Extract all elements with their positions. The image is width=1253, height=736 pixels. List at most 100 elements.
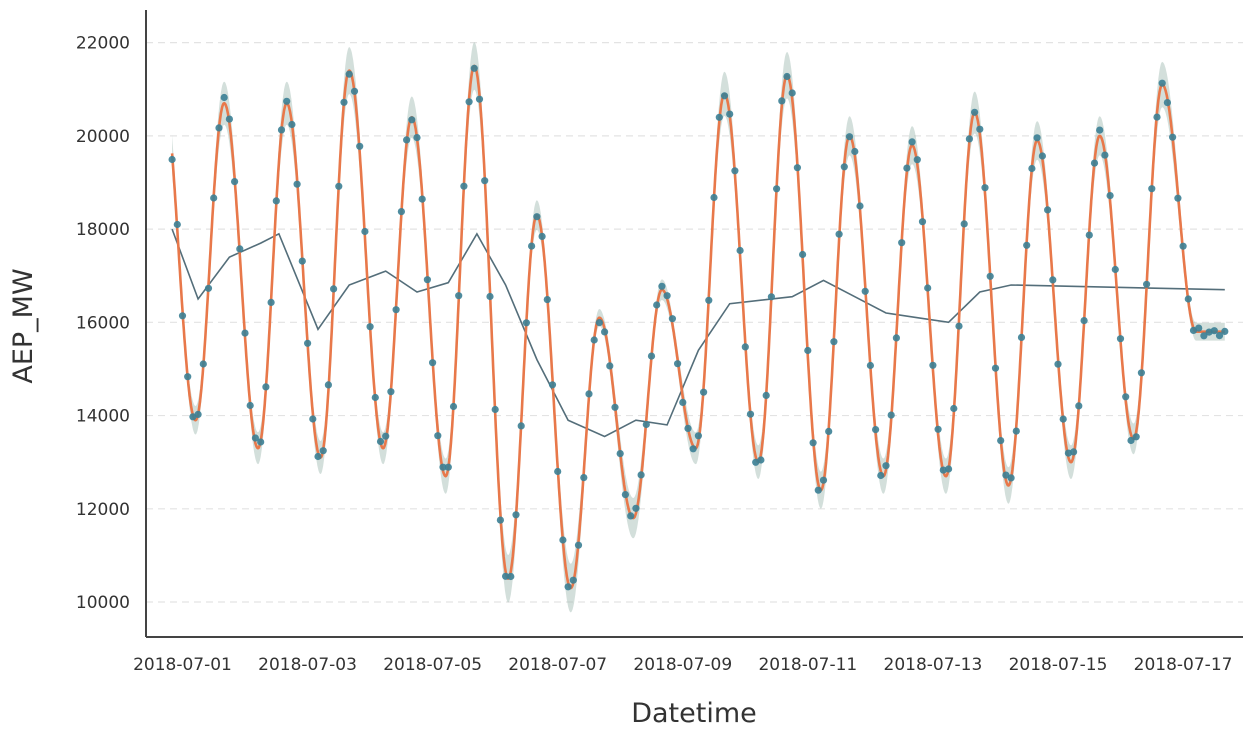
observed-point: [392, 306, 400, 314]
observed-point: [845, 133, 854, 141]
observed-point: [731, 167, 739, 175]
observed-point: [382, 432, 390, 440]
daily-mean-line: [171, 228, 1225, 438]
observed-point: [950, 404, 958, 413]
observed-point: [767, 293, 776, 301]
observed-point: [371, 393, 379, 402]
y-tick-label-20000: 20000: [76, 127, 130, 147]
observed-point: [918, 218, 927, 226]
observed-point: [168, 155, 176, 164]
observed-point: [361, 227, 369, 236]
observed-point: [199, 360, 207, 368]
observed-point: [231, 178, 239, 186]
observed-point: [465, 98, 473, 106]
observed-point: [965, 135, 974, 143]
observed-point: [1070, 448, 1078, 456]
observed-point: [1210, 327, 1218, 335]
observed-point: [241, 329, 249, 337]
observed-point: [178, 312, 187, 320]
observed-point: [1179, 242, 1187, 250]
observed-point: [632, 504, 640, 512]
observed-points: [168, 64, 1229, 591]
observed-point: [272, 197, 280, 205]
observed-point: [486, 292, 494, 301]
observed-point: [1023, 241, 1031, 249]
observed-point: [418, 195, 426, 203]
observed-point: [788, 89, 796, 97]
observed-point: [835, 230, 843, 238]
y-tick-labels: 10000 12000 14000 16000 18000 20000 22000: [76, 34, 130, 613]
observed-point: [522, 319, 531, 327]
observed-point: [606, 362, 614, 370]
x-tick-label-2018-07-13: 2018-07-13: [884, 655, 983, 675]
observed-point: [892, 334, 901, 342]
observed-point: [470, 64, 478, 72]
observed-point: [210, 194, 218, 202]
x-tick-label-2018-07-17: 2018-07-17: [1134, 655, 1233, 675]
observed-point: [1116, 335, 1125, 343]
observed-point: [689, 445, 697, 453]
observed-point: [376, 437, 385, 446]
observed-point: [684, 424, 692, 432]
observed-point: [1059, 415, 1067, 423]
observed-point: [663, 292, 671, 300]
observed-point: [439, 463, 447, 471]
observed-point: [262, 383, 270, 391]
observed-point: [585, 390, 593, 398]
x-axis-title: Datetime: [631, 698, 757, 729]
observed-point: [1085, 231, 1093, 239]
observed-point: [1017, 333, 1026, 341]
observed-point: [1012, 427, 1020, 435]
y-tick-label-14000: 14000: [76, 407, 130, 427]
observed-point: [872, 426, 880, 434]
observed-point: [319, 447, 327, 455]
observed-point: [288, 120, 296, 129]
observed-point: [804, 346, 812, 355]
observed-point: [726, 110, 734, 118]
observed-point: [1200, 332, 1208, 340]
observed-point: [819, 476, 828, 484]
observed-point: [408, 116, 416, 124]
observed-point: [574, 541, 583, 549]
observed-point: [502, 572, 510, 580]
observed-point: [1127, 436, 1135, 445]
observed-point: [517, 422, 525, 430]
observed-point: [580, 474, 588, 482]
observed-point: [413, 134, 421, 142]
observed-point: [335, 182, 343, 190]
observed-point: [861, 287, 869, 295]
observed-point: [908, 138, 916, 146]
grid-lines: [146, 42, 1243, 603]
observed-point: [757, 456, 765, 464]
observed-point: [830, 338, 838, 346]
observed-point: [460, 182, 468, 190]
observed-point: [330, 285, 338, 293]
observed-point: [679, 398, 687, 406]
observed-point: [762, 391, 770, 399]
observed-point: [444, 463, 452, 471]
observed-point: [1153, 113, 1161, 121]
observed-point: [809, 439, 817, 447]
observed-point: [324, 381, 332, 389]
observed-point: [236, 245, 244, 253]
observed-point: [903, 164, 911, 172]
observed-point: [1075, 402, 1083, 410]
observed-point: [1215, 332, 1224, 340]
observed-point: [397, 208, 405, 216]
observed-point: [981, 184, 989, 192]
observed-point: [554, 467, 562, 476]
observed-point: [741, 343, 749, 351]
observed-point: [668, 315, 677, 323]
observed-point: [945, 465, 953, 473]
observed-point: [955, 322, 963, 330]
observed-point: [793, 164, 802, 172]
observed-point: [1184, 295, 1192, 303]
observed-point: [1054, 360, 1062, 368]
observed-point: [720, 92, 729, 100]
observed-point: [543, 296, 551, 304]
observed-point: [642, 420, 650, 429]
observed-point: [991, 364, 1000, 372]
observed-point: [350, 87, 359, 95]
observed-point: [736, 246, 744, 255]
observed-point: [773, 185, 781, 193]
